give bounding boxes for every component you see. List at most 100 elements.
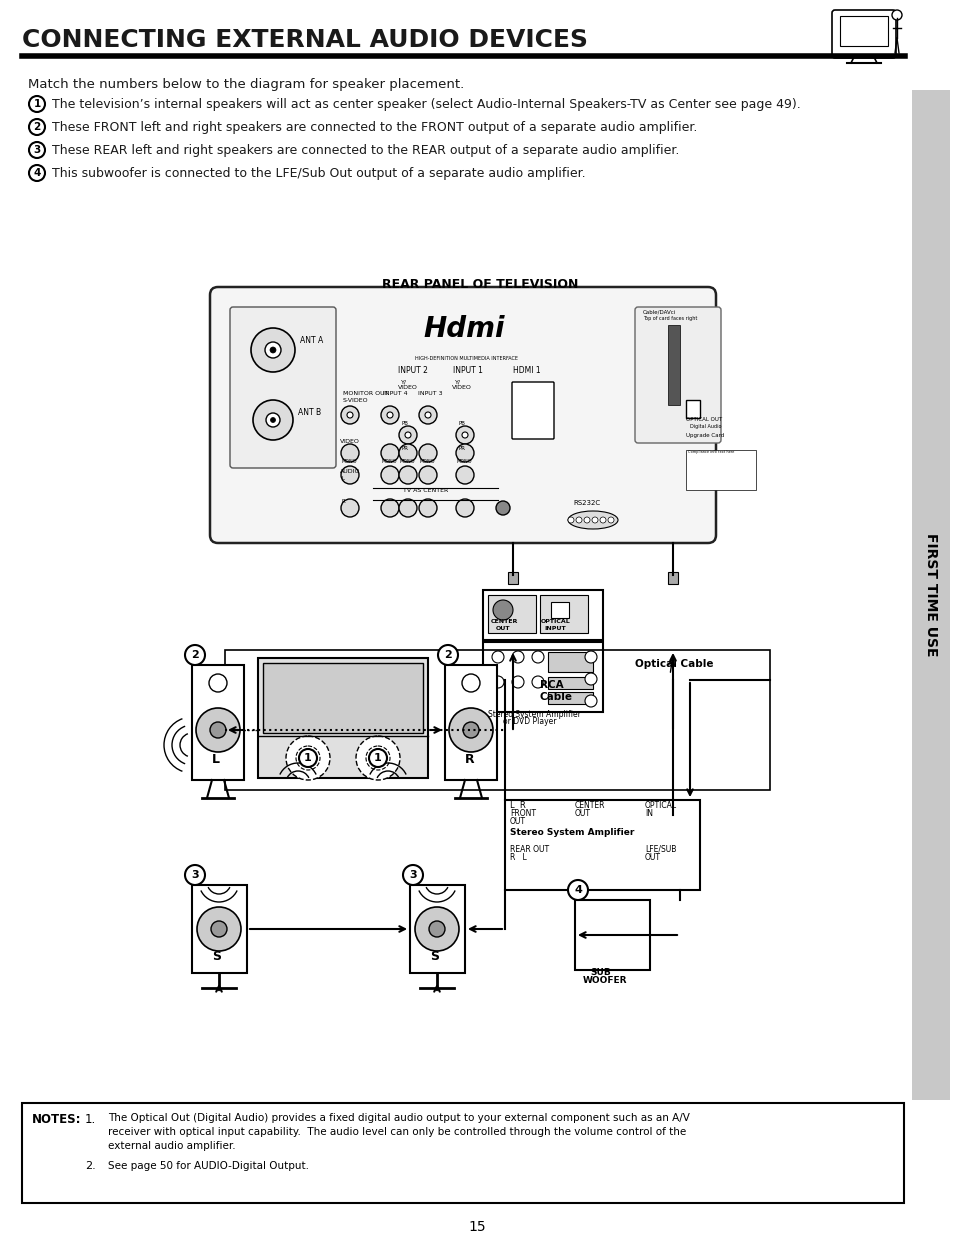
Circle shape: [271, 417, 275, 422]
Circle shape: [398, 445, 416, 462]
Text: OUT: OUT: [575, 809, 590, 818]
Text: OUT: OUT: [496, 626, 510, 631]
Circle shape: [195, 708, 240, 752]
Text: ANT B: ANT B: [297, 408, 321, 417]
Text: MONO: MONO: [419, 459, 435, 464]
Text: Stereo System Amplifier: Stereo System Amplifier: [488, 710, 580, 719]
Bar: [911, 90, 949, 1100]
Circle shape: [270, 347, 275, 353]
Text: 2: 2: [33, 122, 41, 132]
Circle shape: [340, 499, 358, 517]
Circle shape: [265, 342, 281, 358]
Text: REAR PANEL OF TELEVISION: REAR PANEL OF TELEVISION: [381, 278, 578, 291]
Circle shape: [418, 466, 436, 484]
Text: L: L: [341, 475, 345, 480]
Circle shape: [418, 406, 436, 424]
Circle shape: [251, 329, 294, 372]
Text: AUDIO: AUDIO: [339, 469, 360, 474]
Text: CENTER: CENTER: [575, 802, 605, 810]
Text: TV AS CENTER: TV AS CENTER: [402, 488, 448, 493]
Circle shape: [209, 674, 227, 692]
Text: OPTICAL: OPTICAL: [540, 619, 570, 624]
Bar: [482, 590, 602, 640]
Text: ANT A: ANT A: [299, 336, 323, 345]
Circle shape: [462, 722, 478, 739]
Circle shape: [185, 864, 205, 885]
Text: S: S: [430, 950, 438, 963]
Bar: [257, 658, 428, 778]
Text: Cable/DAVci: Cable/DAVci: [642, 309, 676, 314]
Text: The Optical Out (Digital Audio) provides a fixed digital audio output to your ex: The Optical Out (Digital Audio) provides…: [108, 1113, 689, 1123]
Text: INPUT: INPUT: [543, 626, 565, 631]
Circle shape: [456, 445, 474, 462]
Text: See page 50 for AUDIO-Digital Output.: See page 50 for AUDIO-Digital Output.: [108, 1161, 309, 1171]
Circle shape: [496, 501, 510, 515]
Text: R   L: R L: [510, 853, 526, 862]
Circle shape: [185, 645, 205, 664]
Text: SUB: SUB: [589, 968, 610, 977]
Circle shape: [266, 412, 280, 427]
Bar: [551, 601, 568, 618]
Text: VIDEO: VIDEO: [397, 385, 417, 390]
Circle shape: [418, 499, 436, 517]
Text: These FRONT left and right speakers are connected to the FRONT output of a separ: These FRONT left and right speakers are …: [52, 121, 697, 135]
Text: CENTER: CENTER: [491, 619, 517, 624]
Bar: [192, 885, 247, 973]
Text: Y/: Y/: [400, 379, 407, 384]
Circle shape: [286, 736, 330, 781]
Text: receiver with optical input capability.  The audio level can only be controlled : receiver with optical input capability. …: [108, 1128, 685, 1137]
Bar: [685, 450, 755, 490]
Circle shape: [567, 517, 574, 522]
Circle shape: [532, 676, 543, 688]
Circle shape: [584, 673, 597, 685]
Text: Stereo System Amplifier: Stereo System Amplifier: [510, 827, 634, 837]
Text: OPTICAL OUT: OPTICAL OUT: [685, 417, 721, 422]
Bar: [685, 400, 700, 417]
Text: MONO: MONO: [341, 459, 357, 464]
Circle shape: [211, 921, 227, 937]
Text: INPUT 2: INPUT 2: [397, 366, 428, 375]
Circle shape: [398, 426, 416, 445]
Text: These REAR left and right speakers are connected to the REAR output of a separat: These REAR left and right speakers are c…: [52, 144, 679, 157]
Text: L: L: [212, 753, 220, 766]
Circle shape: [492, 651, 503, 663]
Bar: [482, 642, 602, 713]
Circle shape: [429, 921, 444, 937]
Circle shape: [599, 517, 605, 522]
Circle shape: [347, 412, 353, 417]
Bar: [575, 900, 649, 969]
Text: 4: 4: [574, 885, 581, 895]
Text: INPUT 3: INPUT 3: [417, 391, 442, 396]
Text: MONO: MONO: [399, 459, 416, 464]
Text: INPUT 4: INPUT 4: [382, 391, 407, 396]
Circle shape: [584, 651, 597, 663]
Text: or DVD Player: or DVD Player: [502, 718, 556, 726]
Circle shape: [369, 748, 387, 767]
Text: MONO: MONO: [381, 459, 397, 464]
Text: HDMI 1: HDMI 1: [513, 366, 540, 375]
Text: 2: 2: [191, 650, 198, 659]
Text: CONNECTING EXTERNAL AUDIO DEVICES: CONNECTING EXTERNAL AUDIO DEVICES: [22, 28, 587, 52]
Circle shape: [29, 165, 45, 182]
Circle shape: [424, 412, 431, 417]
Circle shape: [456, 426, 474, 445]
Text: RCA
Cable: RCA Cable: [539, 680, 573, 701]
Text: 3: 3: [33, 144, 41, 156]
Circle shape: [493, 600, 513, 620]
Text: Compliance info text here: Compliance info text here: [687, 450, 734, 454]
Circle shape: [380, 406, 398, 424]
Circle shape: [532, 651, 543, 663]
Text: 2: 2: [444, 650, 452, 659]
Text: Upgrade Card: Upgrade Card: [685, 433, 723, 438]
Text: 1.: 1.: [85, 1113, 96, 1126]
Circle shape: [210, 722, 226, 739]
Circle shape: [415, 906, 458, 951]
Bar: [22, 1103, 903, 1203]
Circle shape: [402, 864, 422, 885]
Circle shape: [380, 466, 398, 484]
Circle shape: [576, 517, 581, 522]
Text: VIDEO: VIDEO: [339, 438, 359, 445]
Circle shape: [607, 517, 614, 522]
Circle shape: [405, 432, 411, 438]
Circle shape: [418, 445, 436, 462]
